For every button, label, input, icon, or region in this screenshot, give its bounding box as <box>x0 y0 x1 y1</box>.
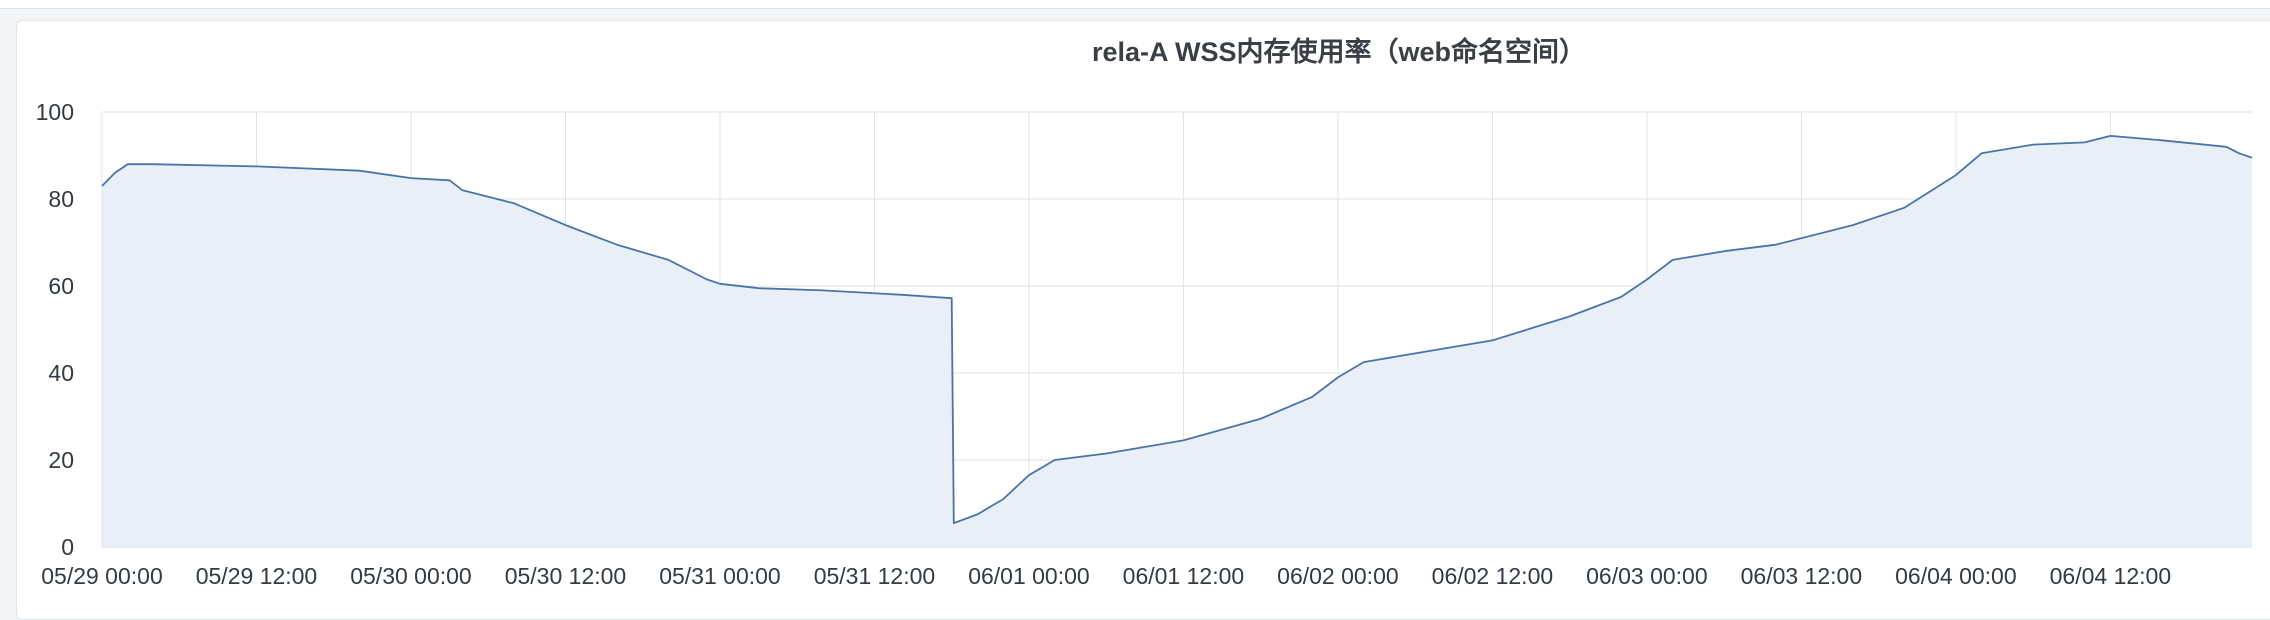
y-tick-label: 0 <box>61 534 74 560</box>
x-tick-label: 05/31 12:00 <box>814 563 936 589</box>
y-tick-label: 40 <box>48 360 74 386</box>
top-strip <box>0 0 2270 9</box>
x-tick-label: 06/01 00:00 <box>968 563 1090 589</box>
x-axis: 05/29 00:00 05/29 12:00 05/30 00:00 05/30 1… <box>41 563 2171 589</box>
x-tick-label: 06/01 12:00 <box>1123 563 1245 589</box>
area-layer <box>101 135 2253 547</box>
x-tick-label: 06/03 00:00 <box>1586 563 1708 589</box>
x-tick-label: 05/30 00:00 <box>350 563 472 589</box>
y-tick-label: 80 <box>48 186 74 212</box>
y-tick-label: 100 <box>36 99 74 125</box>
x-tick-label: 05/30 12:00 <box>505 563 627 589</box>
y-tick-label: 60 <box>48 273 74 299</box>
x-tick-label: 05/29 00:00 <box>41 563 163 589</box>
y-tick-label: 20 <box>48 447 74 473</box>
x-tick-label: 06/02 00:00 <box>1277 563 1399 589</box>
chart-title: rela-A WSS内存使用率（web命名空间） <box>1092 37 1587 67</box>
x-tick-label: 06/02 12:00 <box>1432 563 1554 589</box>
series-line <box>101 135 2253 524</box>
x-tick-label: 06/04 12:00 <box>2050 563 2172 589</box>
x-tick-label: 06/03 12:00 <box>1741 563 1863 589</box>
x-tick-label: 06/04 00:00 <box>1895 563 2017 589</box>
x-tick-label: 05/29 12:00 <box>196 563 318 589</box>
x-tick-label: 05/31 00:00 <box>659 563 781 589</box>
y-axis: 0 20 40 60 80 100 <box>36 99 74 560</box>
series-area <box>102 135 2252 547</box>
